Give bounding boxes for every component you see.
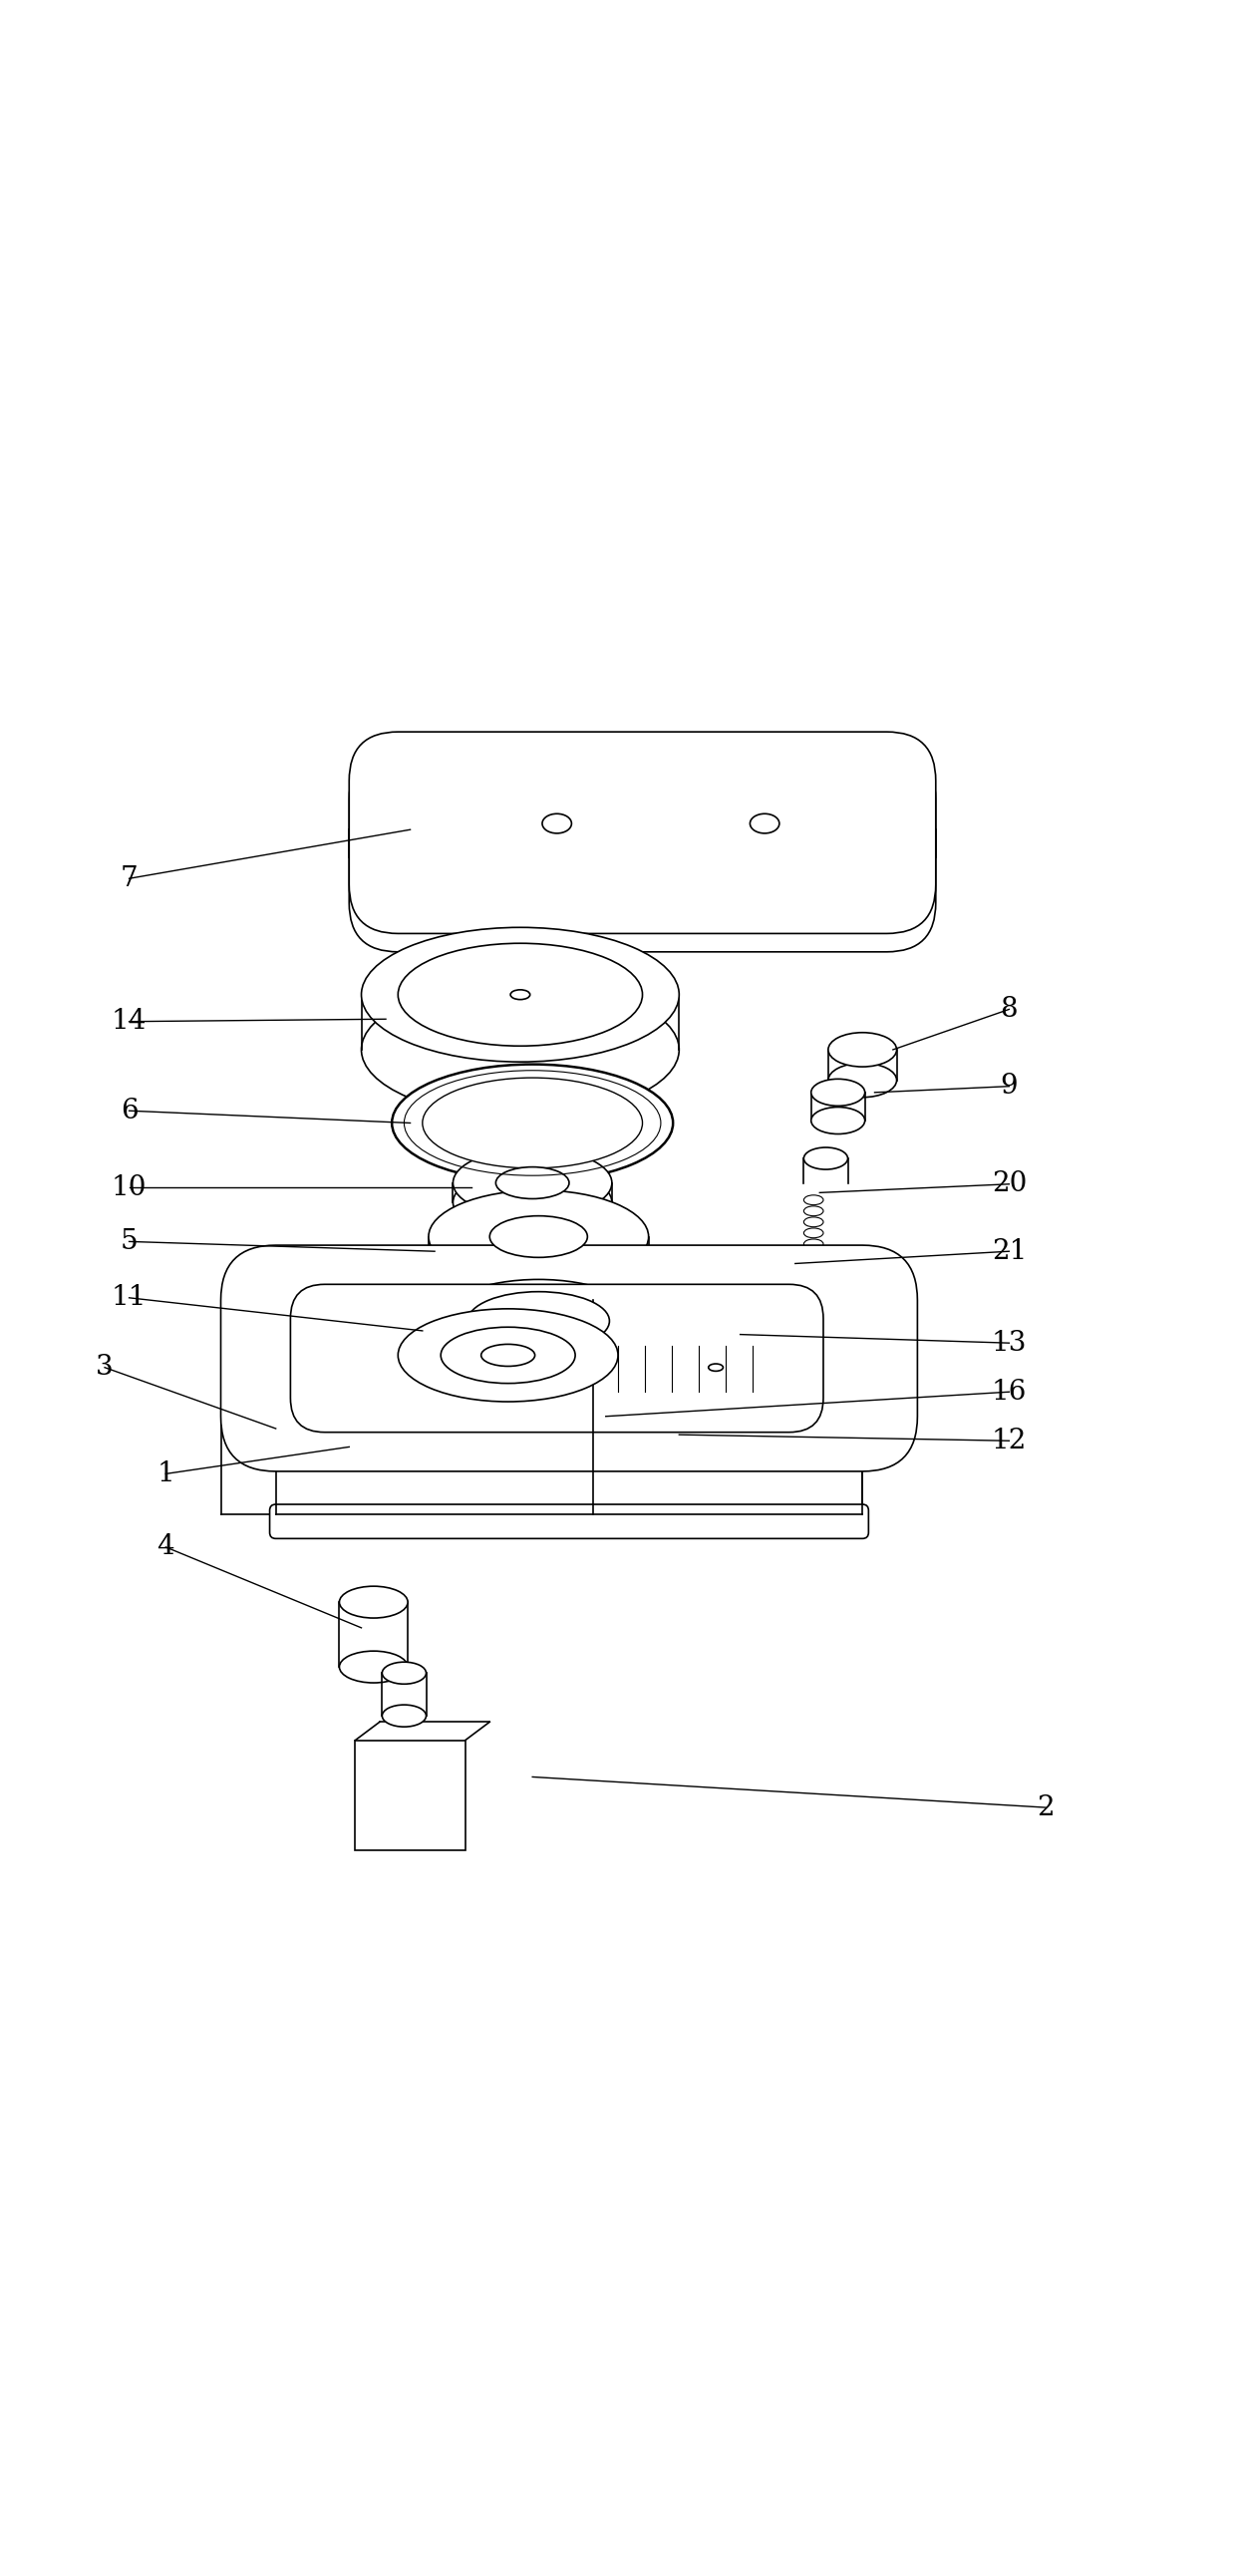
Text: 21: 21: [991, 1239, 1027, 1265]
Ellipse shape: [708, 1363, 723, 1370]
Ellipse shape: [496, 1167, 569, 1198]
Ellipse shape: [398, 1309, 618, 1401]
Ellipse shape: [429, 1190, 649, 1283]
Text: 13: 13: [991, 1329, 1027, 1358]
Text: 3: 3: [96, 1355, 114, 1381]
Text: 4: 4: [157, 1533, 174, 1561]
Text: 6: 6: [120, 1097, 138, 1123]
Ellipse shape: [750, 814, 780, 832]
Text: 8: 8: [1000, 997, 1018, 1023]
Text: 10: 10: [111, 1175, 147, 1200]
Ellipse shape: [711, 1316, 733, 1327]
Text: 1: 1: [157, 1461, 174, 1486]
Ellipse shape: [467, 1291, 609, 1350]
Ellipse shape: [410, 1267, 667, 1376]
Ellipse shape: [828, 1033, 896, 1066]
Ellipse shape: [454, 1149, 612, 1216]
Ellipse shape: [441, 1327, 575, 1383]
Text: 7: 7: [120, 866, 138, 891]
Text: 2: 2: [1037, 1793, 1054, 1821]
FancyBboxPatch shape: [290, 1285, 823, 1432]
Ellipse shape: [340, 1587, 408, 1618]
Text: 12: 12: [991, 1427, 1027, 1455]
Ellipse shape: [392, 1064, 672, 1182]
Ellipse shape: [398, 943, 643, 1046]
Ellipse shape: [340, 1651, 408, 1682]
Ellipse shape: [750, 1255, 780, 1270]
Ellipse shape: [543, 814, 571, 832]
Text: 11: 11: [111, 1285, 147, 1311]
FancyBboxPatch shape: [221, 1244, 917, 1471]
Ellipse shape: [361, 927, 679, 1061]
Text: 16: 16: [991, 1378, 1027, 1406]
Ellipse shape: [382, 1705, 426, 1726]
Ellipse shape: [811, 1079, 865, 1105]
Text: 5: 5: [120, 1229, 138, 1255]
Ellipse shape: [803, 1146, 848, 1170]
Ellipse shape: [510, 989, 530, 999]
Ellipse shape: [481, 1345, 535, 1365]
Ellipse shape: [828, 1064, 896, 1097]
FancyBboxPatch shape: [269, 1504, 869, 1538]
Ellipse shape: [439, 1280, 639, 1363]
FancyBboxPatch shape: [349, 732, 936, 933]
Text: 9: 9: [1000, 1072, 1018, 1100]
Ellipse shape: [423, 1077, 643, 1167]
Bar: [355, 1741, 465, 1850]
Ellipse shape: [811, 1108, 865, 1133]
Text: 20: 20: [991, 1170, 1027, 1198]
Ellipse shape: [382, 1662, 426, 1685]
Ellipse shape: [489, 1216, 587, 1257]
Text: 14: 14: [111, 1007, 147, 1036]
